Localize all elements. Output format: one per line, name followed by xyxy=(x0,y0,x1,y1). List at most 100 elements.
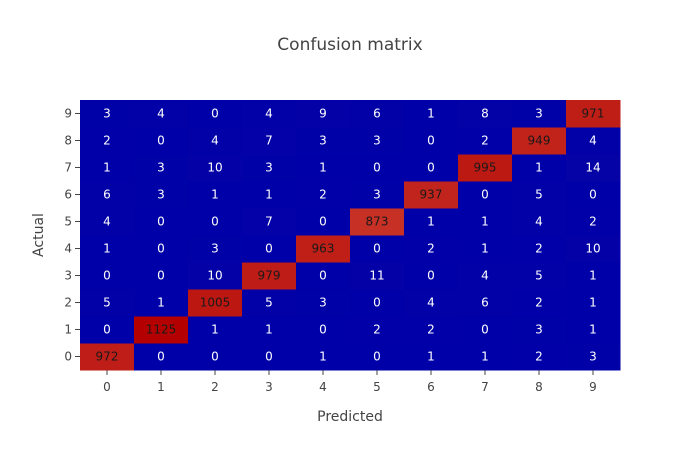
heatmap-cell xyxy=(512,289,567,317)
heatmap-cell xyxy=(80,100,135,128)
cell-value-label: 3 xyxy=(211,242,219,256)
cell-value-label: 1 xyxy=(265,323,273,337)
cell-value-label: 6 xyxy=(373,107,381,121)
heatmap-cell xyxy=(458,100,513,128)
heatmap-cell xyxy=(188,343,243,371)
heatmap-cell xyxy=(350,289,405,317)
cell-value-label: 0 xyxy=(211,215,219,229)
heatmap-cell xyxy=(296,127,351,155)
cell-value-label: 2 xyxy=(535,242,543,256)
heatmap-cell xyxy=(404,316,459,344)
heatmap-cell xyxy=(512,127,567,155)
heatmap-cell xyxy=(296,100,351,128)
heatmap-cell xyxy=(512,343,567,371)
heatmap-cells: 972 0 0 0 1 0 1 1 2 30 1125 1 1 0 2 2 0 3 15 1 1005 5 3 0 4 6 2 10 0… xyxy=(80,100,621,371)
heatmap-cell xyxy=(350,154,405,182)
y-tick-label: 2 xyxy=(64,296,72,310)
cell-value-label: 949 xyxy=(528,134,551,148)
cell-value-label: 4 xyxy=(211,134,219,148)
cell-value-label: 1 xyxy=(535,161,543,175)
heatmap-cell xyxy=(512,100,567,128)
cell-value-label: 2 xyxy=(589,215,597,229)
cell-value-label: 4 xyxy=(589,134,597,148)
cell-value-label: 2 xyxy=(427,242,435,256)
cell-value-label: 963 xyxy=(312,242,335,256)
heatmap-cell xyxy=(134,154,189,182)
cell-value-label: 1005 xyxy=(200,296,231,310)
heatmap-cell xyxy=(134,343,189,371)
cell-value-label: 4 xyxy=(481,269,489,283)
heatmap-cell xyxy=(350,127,405,155)
x-tick-label: 3 xyxy=(265,380,273,394)
heatmap-cell xyxy=(296,208,351,236)
y-tick-label: 6 xyxy=(64,188,72,202)
heatmap-cell xyxy=(350,208,405,236)
y-axis-title: Actual xyxy=(31,213,47,257)
heatmap-cell xyxy=(80,154,135,182)
cell-value-label: 1 xyxy=(103,161,111,175)
cell-value-label: 2 xyxy=(427,323,435,337)
heatmap-cell xyxy=(404,181,459,209)
cell-value-label: 5 xyxy=(103,296,111,310)
cell-value-label: 7 xyxy=(265,134,273,148)
heatmap-cell xyxy=(188,289,243,317)
cell-value-label: 1 xyxy=(211,323,219,337)
cell-value-label: 0 xyxy=(589,188,597,202)
heatmap-cell xyxy=(350,262,405,290)
heatmap-cell xyxy=(242,343,297,371)
heatmap-cell xyxy=(242,262,297,290)
cell-value-label: 1 xyxy=(481,215,489,229)
cell-value-label: 0 xyxy=(319,323,327,337)
cell-value-label: 14 xyxy=(585,161,600,175)
cell-value-label: 1 xyxy=(319,350,327,364)
heatmap-cell xyxy=(512,235,567,263)
heatmap-cell xyxy=(350,100,405,128)
cell-value-label: 1 xyxy=(589,296,597,310)
y-tick-label: 7 xyxy=(64,161,72,175)
cell-value-label: 10 xyxy=(207,161,222,175)
y-axis-ticks: 0 1 2 3 4 5 6 7 8 9 xyxy=(64,107,80,364)
cell-value-label: 979 xyxy=(258,269,281,283)
heatmap-cell xyxy=(458,262,513,290)
heatmap-cell xyxy=(242,208,297,236)
cell-value-label: 2 xyxy=(481,134,489,148)
heatmap-cell xyxy=(242,289,297,317)
heatmap-cell xyxy=(296,181,351,209)
cell-value-label: 2 xyxy=(535,296,543,310)
heatmap-cell xyxy=(188,100,243,128)
heatmap-cell xyxy=(296,316,351,344)
cell-value-label: 1 xyxy=(427,215,435,229)
heatmap-cell xyxy=(566,181,621,209)
heatmap-cell xyxy=(566,208,621,236)
heatmap-cell xyxy=(134,316,189,344)
y-tick-label: 9 xyxy=(64,107,72,121)
cell-value-label: 1 xyxy=(427,350,435,364)
heatmap-cell xyxy=(404,235,459,263)
cell-value-label: 2 xyxy=(319,188,327,202)
cell-value-label: 3 xyxy=(103,107,111,121)
heatmap-cell xyxy=(296,154,351,182)
cell-value-label: 10 xyxy=(207,269,222,283)
heatmap-cell xyxy=(80,181,135,209)
cell-value-label: 5 xyxy=(535,188,543,202)
x-axis-ticks: 0 1 2 3 4 5 6 7 8 9 xyxy=(103,370,597,394)
cell-value-label: 3 xyxy=(157,188,165,202)
heatmap-cell xyxy=(242,235,297,263)
heatmap-cell xyxy=(566,289,621,317)
y-tick-label: 8 xyxy=(64,134,72,148)
cell-value-label: 0 xyxy=(481,188,489,202)
heatmap-cell xyxy=(458,154,513,182)
cell-value-label: 10 xyxy=(585,242,600,256)
heatmap-cell xyxy=(188,181,243,209)
heatmap-cell xyxy=(350,181,405,209)
heatmap-cell xyxy=(350,316,405,344)
cell-value-label: 3 xyxy=(265,161,273,175)
heatmap-cell xyxy=(80,289,135,317)
x-tick-label: 0 xyxy=(103,380,111,394)
heatmap-cell xyxy=(350,343,405,371)
cell-value-label: 873 xyxy=(366,215,389,229)
y-tick-label: 1 xyxy=(64,323,72,337)
cell-value-label: 0 xyxy=(157,242,165,256)
heatmap-cell xyxy=(566,127,621,155)
